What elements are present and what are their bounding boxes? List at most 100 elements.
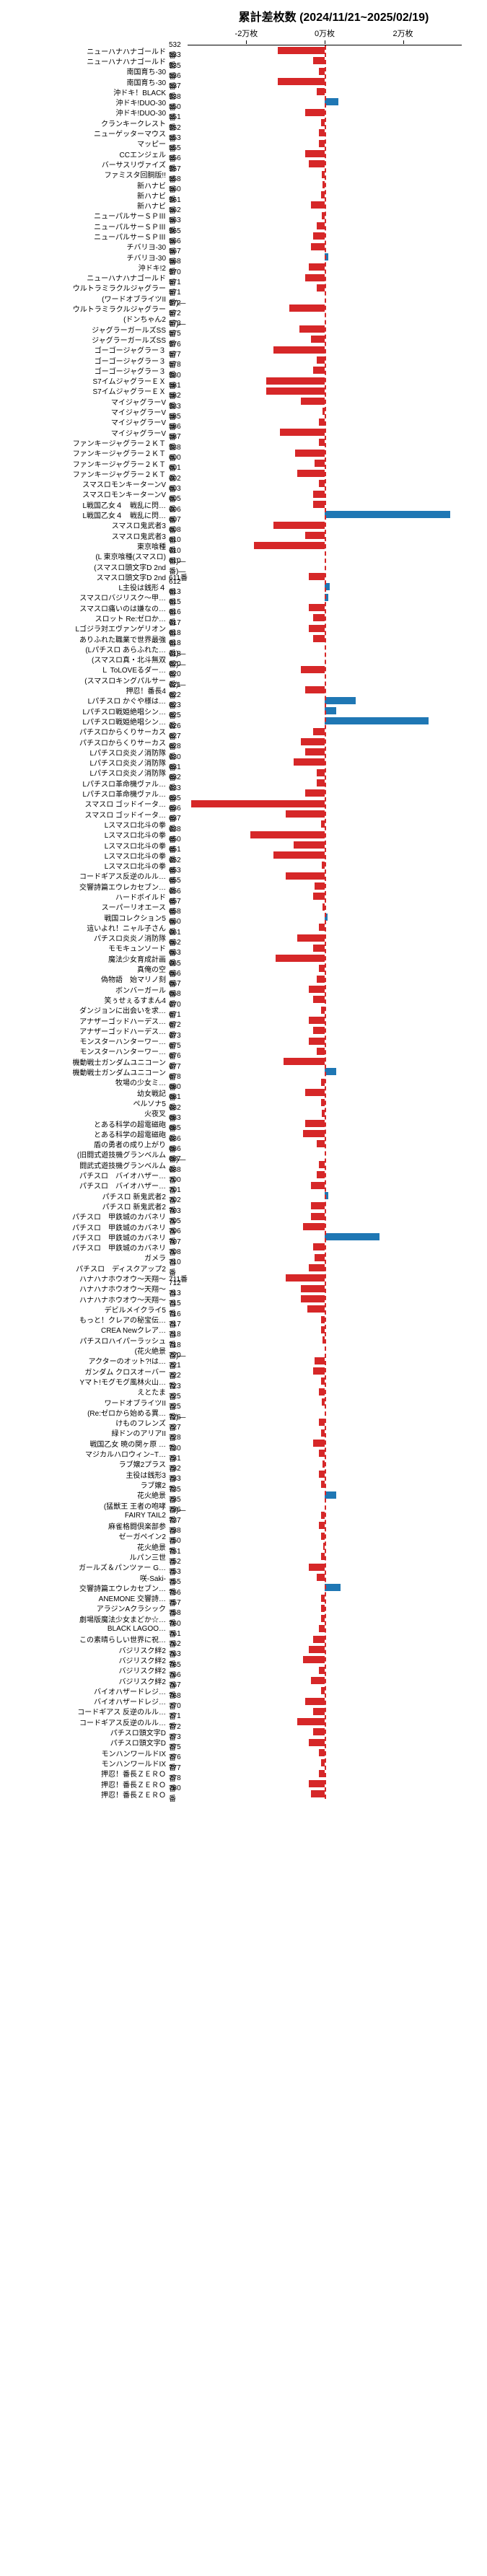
chart-row: 新ハナビ561番 xyxy=(7,200,480,210)
row-label: スマスロモンキーターンV xyxy=(7,478,169,489)
chart-row: パチスロ ディスクアップ2710番 xyxy=(7,1263,480,1273)
bar-area xyxy=(188,1263,462,1273)
bar-area xyxy=(188,1273,462,1283)
chart-row: 押忍！番長ＺＥＲＯ780番 xyxy=(7,1789,480,1799)
chart-row: ハナハナホウオウ～天翔～713番 xyxy=(7,1294,480,1304)
bar-area xyxy=(188,458,462,468)
bar-area xyxy=(188,1459,462,1469)
bar xyxy=(309,1646,325,1653)
chart-row: バジリスク絆2766番 xyxy=(7,1675,480,1686)
bar xyxy=(319,1161,325,1168)
bar xyxy=(321,1326,325,1333)
row-label: Lパチスロ戦姫絶唱シン… xyxy=(7,706,169,717)
row-label: モンハンワールドIX xyxy=(7,1758,169,1769)
bar xyxy=(311,1182,325,1189)
row-label: パチスロ炎炎ノ消防隊 xyxy=(7,932,169,943)
bar xyxy=(309,1780,325,1787)
bar-area xyxy=(188,180,462,190)
bar-area xyxy=(188,1779,462,1789)
chart-row: Lパチスロ戦姫絶唱シン…625番 xyxy=(7,716,480,726)
bar-area xyxy=(188,273,462,283)
bar-area xyxy=(188,1129,462,1139)
chart-row: バイオハザードレジ…768番 xyxy=(7,1696,480,1707)
bar xyxy=(317,1048,325,1055)
bar xyxy=(254,542,325,549)
bar xyxy=(317,284,325,292)
bar xyxy=(305,532,325,539)
chart-row: Lパチスロ かぐや様は…622番 xyxy=(7,696,480,706)
bar-area xyxy=(188,1417,462,1427)
chart-row: もっと！クレアの秘宝伝…716番 xyxy=(7,1315,480,1325)
chart-row: ダンジョンに出会いを求…670番 xyxy=(7,1005,480,1015)
chart-row: パチスロ 甲鉄城のカバネリ703番 xyxy=(7,1212,480,1222)
row-label: バイオハザードレジ… xyxy=(7,1686,169,1696)
bar xyxy=(321,1481,325,1488)
bar-area xyxy=(188,1758,462,1768)
row-label: アナザーゴッドハーデス… xyxy=(7,1025,169,1036)
chart-row: パチスロ 甲鉄城のカバネリ706番 xyxy=(7,1232,480,1242)
bar xyxy=(325,98,338,105)
bar xyxy=(317,222,325,229)
row-label: ファンキージャグラー２ＫＴ xyxy=(7,468,169,479)
bar xyxy=(319,1419,325,1426)
row-label: ルパン三世 xyxy=(7,1551,169,1562)
chart-row: (Re:ゼロから始める異…725番)― xyxy=(7,1407,480,1417)
bar xyxy=(313,232,325,240)
bar-area xyxy=(188,603,462,613)
row-label: スマスロ痛いのは嫌なの… xyxy=(7,603,169,613)
bar-area xyxy=(188,1087,462,1098)
bar xyxy=(313,501,325,508)
chart-row: Lパチスロ炎炎ノ消防隊631番 xyxy=(7,768,480,778)
chart-row: パチスロ 甲鉄城のカバネリ705番 xyxy=(7,1222,480,1232)
chart-row: Lスマスロ北斗の拳637番 xyxy=(7,819,480,829)
chart-row: Lパチスロ革命機ヴァル…632番 xyxy=(7,778,480,788)
bar-area xyxy=(188,788,462,798)
row-label: バジリスク絆2 xyxy=(7,1665,169,1675)
row-label: Lスマスロ北斗の拳 xyxy=(7,840,169,851)
row-label: (花火絶景 xyxy=(7,1345,169,1356)
bar xyxy=(301,738,325,745)
bar xyxy=(309,986,325,993)
row-label: ガメラ xyxy=(7,1252,169,1263)
bar-area xyxy=(188,1748,462,1758)
bar xyxy=(325,707,336,714)
row-label: 花火絶景 xyxy=(7,1489,169,1500)
bar-area xyxy=(188,396,462,406)
bar xyxy=(315,460,325,467)
bar xyxy=(294,841,325,849)
row-label: Lパチスロ革命機ヴァル… xyxy=(7,778,169,789)
bar-area xyxy=(188,963,462,973)
row-label: 魔法少女育成計画 xyxy=(7,953,169,964)
bar xyxy=(250,831,325,838)
bar xyxy=(321,1099,325,1106)
bar-area xyxy=(188,727,462,737)
row-label: 偽物語 始マリノ刻 xyxy=(7,973,169,984)
bar xyxy=(313,728,325,735)
bar-area xyxy=(188,468,462,478)
bar-area xyxy=(188,97,462,107)
row-label: 新ハナビ xyxy=(7,180,169,190)
bar xyxy=(297,934,325,942)
row-label: バジリスク絆2 xyxy=(7,1644,169,1655)
bar xyxy=(323,1336,325,1344)
bar-area xyxy=(188,324,462,334)
row-label: ラブ嬢2プラス xyxy=(7,1458,169,1469)
bar-area xyxy=(188,1469,462,1479)
chart-row: 花火絶景750番 xyxy=(7,1541,480,1551)
chart-row: 闘武式遊技機グランベルム687番 xyxy=(7,1160,480,1170)
bar-area xyxy=(188,1098,462,1108)
row-label: 闘武式遊技機グランベルム xyxy=(7,1160,169,1170)
bar-area xyxy=(188,1222,462,1232)
chart-row: バジリスク絆2765番 xyxy=(7,1665,480,1675)
chart-row: 花火絶景735番 xyxy=(7,1490,480,1500)
chart-row: (Lパチスロ あらふれた…618番)― xyxy=(7,644,480,654)
chart-rows: ニューハナハナゴールド532番ニューハナハナゴールド533番南国育ち-30535… xyxy=(7,45,480,1799)
chart-row: ニューハナハナゴールド533番 xyxy=(7,56,480,66)
chart-row: ワードオブライツII725番 xyxy=(7,1397,480,1407)
bar xyxy=(313,893,325,900)
row-label: スマスロモンキーターンV xyxy=(7,489,169,499)
row-label: パチスロ 甲鉄城のカバネリ xyxy=(7,1232,169,1243)
bar xyxy=(311,336,325,343)
bar xyxy=(311,243,325,250)
row-label: ニューパルサーＳＰⅢ xyxy=(7,231,169,242)
